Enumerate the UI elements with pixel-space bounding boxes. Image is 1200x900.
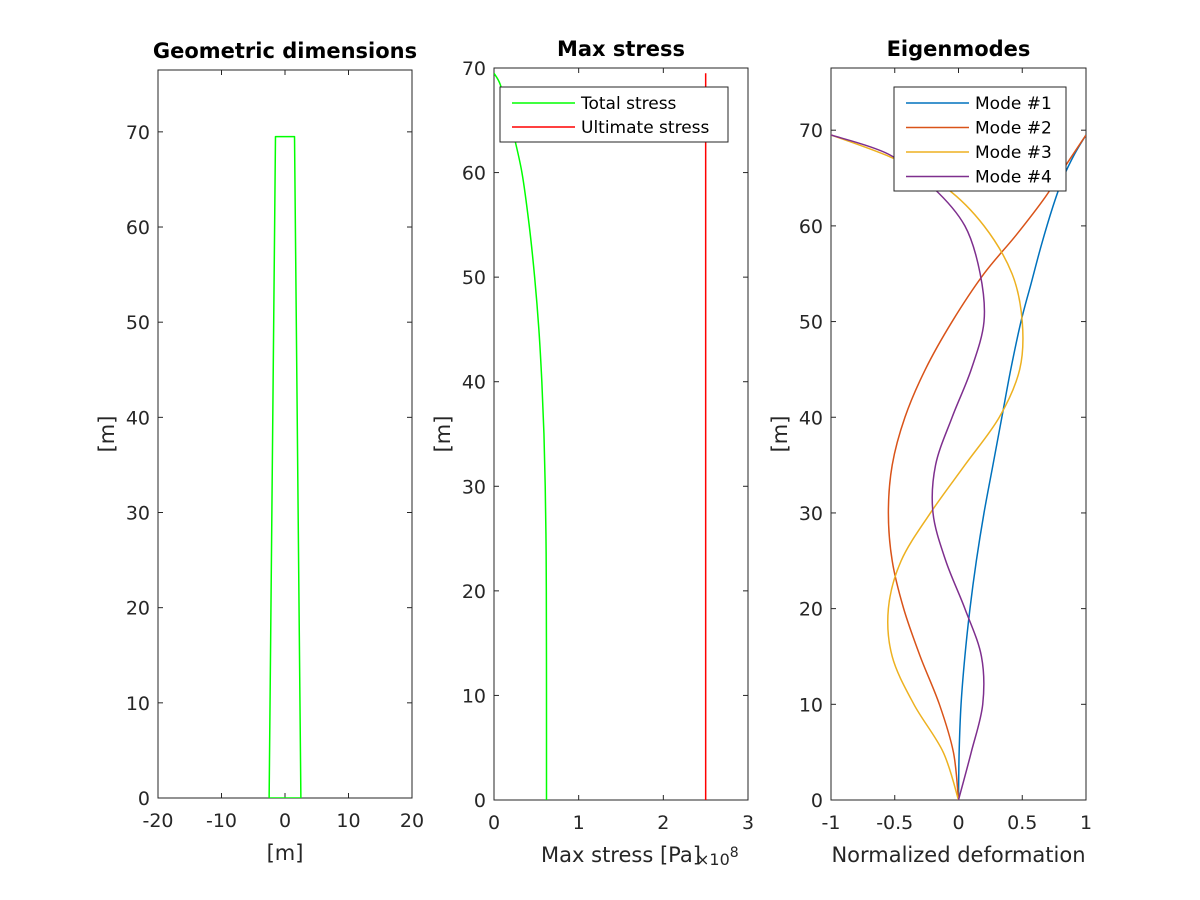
exponent-base: ×10 [696, 850, 730, 869]
series-line-total-stress [494, 72, 548, 800]
x-tick-label: -0.5 [876, 812, 913, 834]
legend-entry: Mode #2 [975, 119, 1052, 139]
y-tick-label: 60 [462, 163, 486, 185]
y-tick-label: 20 [126, 598, 150, 620]
x-tick-label: 20 [400, 810, 424, 832]
legend-entry: Mode #3 [975, 143, 1052, 163]
x-tick-label: 0 [279, 810, 291, 832]
x-axis-label: Normalized deformation [831, 843, 1085, 867]
x-tick-label: 1 [573, 812, 585, 834]
series-line-mode-3 [831, 134, 1024, 800]
y-tick-label: 70 [462, 58, 486, 80]
series-line-outline [268, 135, 302, 798]
series-line-mode-2 [887, 134, 1086, 800]
axes-box [157, 69, 413, 799]
legend-entry: Total stress [580, 94, 677, 114]
legend: Mode #1 Mode #2 Mode #3 Mode #4 [893, 86, 1067, 192]
x-tick-label: 0.5 [1007, 812, 1037, 834]
x-tick-label: 2 [657, 812, 669, 834]
exponent-power: 8 [730, 845, 739, 861]
y-tick-label: 60 [126, 217, 150, 239]
x-tick-label: 10 [336, 810, 360, 832]
y-tick-label: 0 [138, 788, 150, 810]
legend-entry: Ultimate stress [581, 118, 710, 138]
y-tick-label: 50 [799, 312, 823, 334]
y-tick-label: 10 [799, 694, 823, 716]
legend-entry: Mode #4 [975, 168, 1052, 188]
y-tick-label: 40 [126, 407, 150, 429]
y-tick-label: 0 [811, 790, 823, 812]
series-line-mode-4 [831, 134, 986, 800]
y-tick-label: 0 [474, 790, 486, 812]
x-tick-label: -1 [822, 812, 841, 834]
legend-entry: Mode #1 [975, 94, 1052, 114]
y-tick-label: 30 [799, 503, 823, 525]
y-tick-label: 40 [462, 372, 486, 394]
x-tick-label: -20 [142, 810, 173, 832]
series-group [831, 134, 1086, 800]
series-group [494, 72, 707, 800]
y-axis-label: [m] [95, 416, 119, 453]
y-tick-label: 30 [462, 476, 486, 498]
chart-1: -20 -10 0 10 20 0 10 20 30 40 50 60 70 Geometric dime… [95, 39, 424, 865]
y-tick-label: 50 [126, 312, 150, 334]
x-axis-exponent: ×108 [696, 845, 739, 869]
y-tick-label: 10 [462, 685, 486, 707]
y-axis-label: [m] [431, 416, 455, 453]
chart-title: Max stress [557, 37, 685, 61]
legend-box [499, 86, 729, 143]
chart-title: Geometric dimensions [153, 39, 417, 63]
legend-box [893, 86, 1067, 192]
chart-title: Eigenmodes [887, 37, 1031, 61]
x-tick-label: 0 [952, 812, 964, 834]
chart-3: -1 -0.5 0 0.5 1010203040506070EigenmodesNorm… [768, 37, 1092, 867]
x-axis-label: Max stress [Pa] [541, 843, 701, 867]
x-tick-label: 1 [1080, 812, 1092, 834]
y-tick-label: 10 [126, 693, 150, 715]
x-tick-label: -10 [206, 810, 237, 832]
x-tick-label: 3 [742, 812, 754, 834]
x-tick-label: 0 [488, 812, 500, 834]
y-axis-label: [m] [768, 416, 792, 453]
y-tick-label: 40 [799, 407, 823, 429]
y-tick-label: 60 [799, 216, 823, 238]
y-tick-label: 70 [126, 122, 150, 144]
y-tick-label: 70 [799, 120, 823, 142]
series-line-mode-1 [957, 134, 1086, 800]
y-tick-label: 30 [126, 503, 150, 525]
x-axis-label: [m] [267, 841, 304, 865]
y-tick-label: 20 [462, 581, 486, 603]
series-group [268, 135, 302, 798]
legend: Total stress Ultimate stress [499, 86, 729, 143]
y-tick-label: 20 [799, 599, 823, 621]
axes-box [493, 67, 749, 801]
y-tick-label: 50 [462, 267, 486, 289]
